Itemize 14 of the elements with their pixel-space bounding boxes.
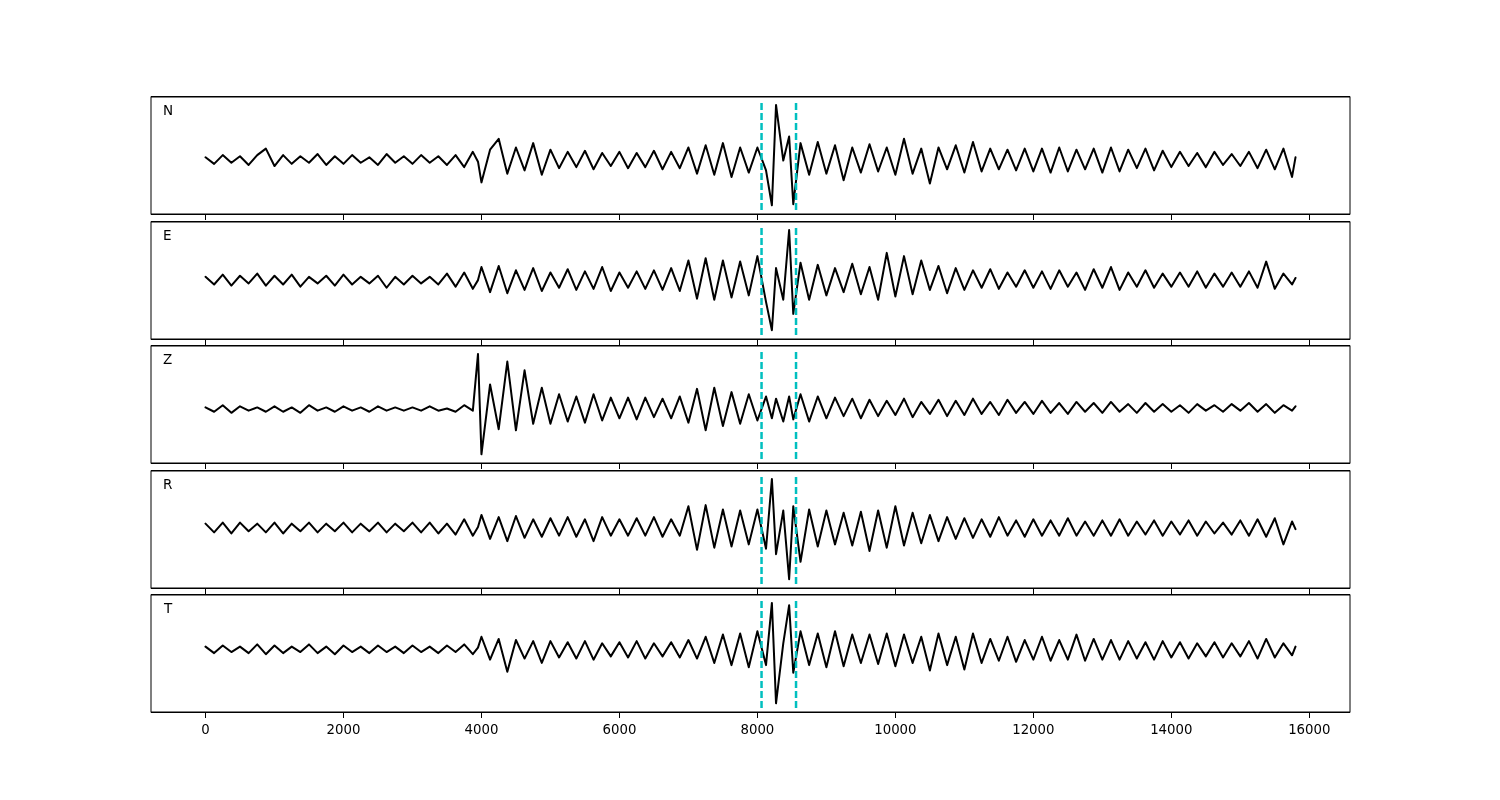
- x-tick-label: 2000: [326, 721, 361, 737]
- x-tick-label: 4000: [464, 721, 499, 737]
- x-tick-label: 14000: [1150, 721, 1193, 737]
- x-tick-label: 6000: [602, 721, 637, 737]
- x-tick-label: 0: [201, 721, 210, 737]
- chart-title: Z: [163, 351, 173, 367]
- chart-title: N: [163, 102, 174, 118]
- x-tick-label: 12000: [1012, 721, 1055, 737]
- chart-title: R: [163, 475, 173, 492]
- chart-title: E: [163, 226, 172, 243]
- chart-title: T: [163, 600, 173, 616]
- x-tick-label: 8000: [740, 721, 775, 737]
- x-tick-label: 10000: [874, 721, 917, 737]
- x-tick-label: 16000: [1288, 721, 1331, 737]
